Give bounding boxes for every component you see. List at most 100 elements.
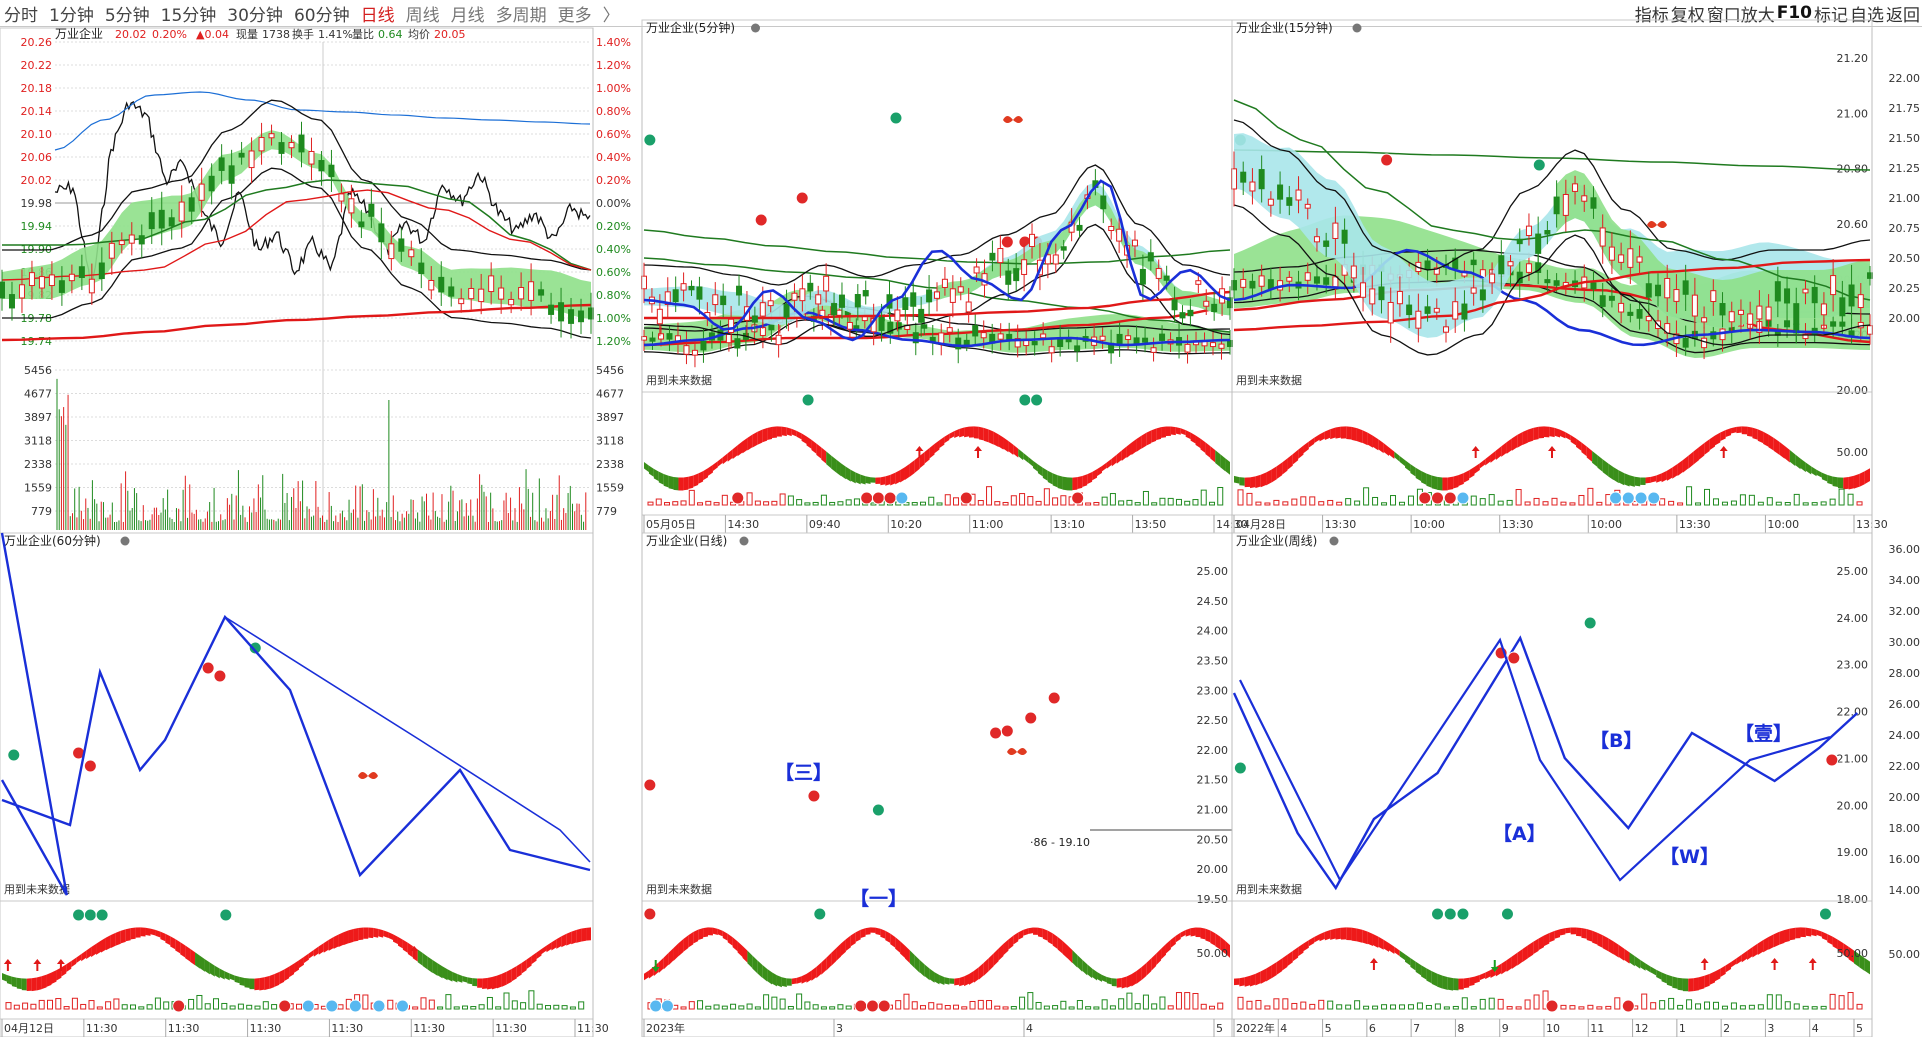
m60-osc-ribbon: [155, 929, 161, 938]
weekly-osc-ribbon: [1666, 974, 1673, 987]
daily-osc-ribbon: [1165, 939, 1171, 954]
weekly-date-label: 9: [1502, 1022, 1509, 1035]
m5-osc-ribbon: [988, 429, 994, 445]
weekly-osc-ribbon: [1677, 977, 1683, 991]
weekly-osc-ribbon: [1303, 940, 1309, 952]
weekly-osc-ribbon: [1383, 939, 1389, 952]
m60-long-ma: [2, 179, 592, 271]
daily-osc-ribbon: [796, 976, 802, 984]
daily-histogram-bar: [1109, 1005, 1116, 1010]
daily-osc-ribbon: [776, 975, 782, 988]
daily-histogram-bar: [1159, 996, 1166, 1010]
period-tabs: 分时 1分钟 5分钟 15分钟 30分钟 60分钟 日线 周线 月线 多周期 更多〉: [4, 0, 631, 26]
m15-candle: [1553, 280, 1560, 286]
signal-red-badge-icon: [1071, 491, 1085, 505]
weekly-histogram-bar: [1748, 1004, 1755, 1010]
daily-histogram-bar: [895, 1000, 902, 1010]
daily-histogram-bar: [977, 999, 984, 1010]
m5-histogram-bar: [1052, 497, 1059, 506]
m15-osc-ribbon: [1666, 467, 1673, 481]
weekly-osc-ribbon: [1276, 958, 1283, 975]
signal-blue-badge-icon: [649, 999, 663, 1013]
weekly-candle: [1664, 277, 1671, 299]
m15-osc-ribbon: [1319, 431, 1325, 442]
m15-histogram-bar: [1300, 496, 1307, 506]
m60-osc-ribbon: [229, 973, 235, 981]
tab-monthly[interactable]: 月线: [450, 5, 485, 26]
menu-back[interactable]: 返回: [1886, 5, 1920, 26]
m5-osc-ribbon: [1200, 438, 1206, 454]
weekly-candle: [1249, 181, 1256, 192]
daily-osc-ribbon: [880, 928, 886, 939]
m15-histogram-bar: [1847, 493, 1854, 506]
m15-price-tick: 21.20: [1837, 52, 1869, 65]
m60-candle: [518, 287, 525, 300]
daily-osc-ribbon: [1156, 948, 1162, 966]
price-tick: 19.94: [21, 220, 53, 233]
daily-osc-ribbon: [791, 977, 797, 985]
weekly-right-tick: 28.00: [1889, 667, 1921, 680]
price-tick: 20.26: [21, 36, 53, 49]
tab-multi[interactable]: 多周期: [495, 5, 547, 26]
pct-tick: 0.80%: [596, 289, 631, 302]
m5-histogram-bar: [936, 502, 943, 506]
m15-osc-ribbon: [1768, 434, 1774, 451]
m5-candle: [700, 340, 707, 351]
m60-osc-ribbon: [467, 977, 473, 985]
butterfly-icon: [1007, 748, 1027, 755]
m15-histogram-bar: [1730, 500, 1737, 506]
daily-osc-ribbon: [978, 962, 984, 980]
daily-osc-ribbon: [693, 929, 699, 944]
weekly-histogram-bar: [1847, 992, 1854, 1010]
tab-more[interactable]: 更多: [557, 5, 592, 26]
m5-osc-ribbon: [781, 426, 787, 437]
m5-histogram-bar: [796, 499, 803, 506]
m60-histogram-bar: [221, 1002, 228, 1010]
weekly-candle: [1553, 196, 1560, 215]
daily-osc-ribbon: [919, 960, 925, 977]
pct-tick: 1.40%: [596, 36, 631, 49]
tab-daily[interactable]: 日线: [360, 5, 395, 26]
tab-15min[interactable]: 15分钟: [160, 5, 217, 26]
menu-f10[interactable]: F10: [1776, 3, 1812, 23]
m60-osc-ribbon: [209, 962, 215, 977]
m60-candle: [248, 150, 255, 169]
signal-green-badge-icon: [1431, 907, 1445, 921]
tab-fenshi[interactable]: 分时: [4, 5, 38, 26]
weekly-date-label: 3: [1767, 1022, 1774, 1035]
m60-osc-ribbon: [214, 965, 220, 979]
m5-osc-ribbon: [1215, 450, 1221, 468]
weekly-wave-line: [1232, 635, 1859, 891]
m15-histogram-bar: [1381, 502, 1388, 506]
more-arrow-icon[interactable]: 〉: [602, 5, 620, 26]
price-tick: 19.74: [21, 335, 53, 348]
tab-1min[interactable]: 1分钟: [49, 5, 94, 26]
daily-candle: [1203, 300, 1210, 307]
daily-histogram-bar: [1002, 1006, 1009, 1010]
m15-osc-ribbon: [1634, 476, 1641, 487]
weekly-osc-ribbon: [1747, 947, 1753, 961]
vol-tick: 4677: [24, 388, 52, 401]
pct-tick: 0.60%: [596, 266, 631, 279]
tab-weekly[interactable]: 周线: [405, 5, 440, 26]
m5-osc-ribbon: [949, 431, 955, 439]
weekly-right-tick: 36.00: [1889, 543, 1921, 556]
m5-candle: [912, 332, 919, 344]
m15-histogram-bar: [1596, 501, 1603, 506]
tab-30min[interactable]: 30分钟: [227, 5, 283, 26]
daily-histogram-bar: [845, 1005, 852, 1010]
m60-histogram-bar: [146, 1004, 153, 1010]
daily-histogram-bar: [1134, 1003, 1141, 1010]
daily-osc-ribbon: [850, 932, 856, 947]
intraday-pct: 0.20%: [152, 28, 187, 41]
m15-osc-ribbon: [1805, 462, 1812, 475]
m60-histogram-bar: [486, 996, 493, 1010]
tab-5min[interactable]: 5分钟: [104, 5, 150, 26]
signal-green-badge-icon: [7, 748, 21, 762]
tab-60min[interactable]: 60分钟: [293, 5, 350, 26]
m60-osc-ribbon: [338, 932, 344, 948]
weekly-histogram-bar: [1704, 1001, 1711, 1010]
daily-osc-ribbon: [1092, 968, 1098, 981]
m60-date-label: 11:30: [168, 1022, 200, 1035]
m60-candle: [448, 286, 455, 297]
